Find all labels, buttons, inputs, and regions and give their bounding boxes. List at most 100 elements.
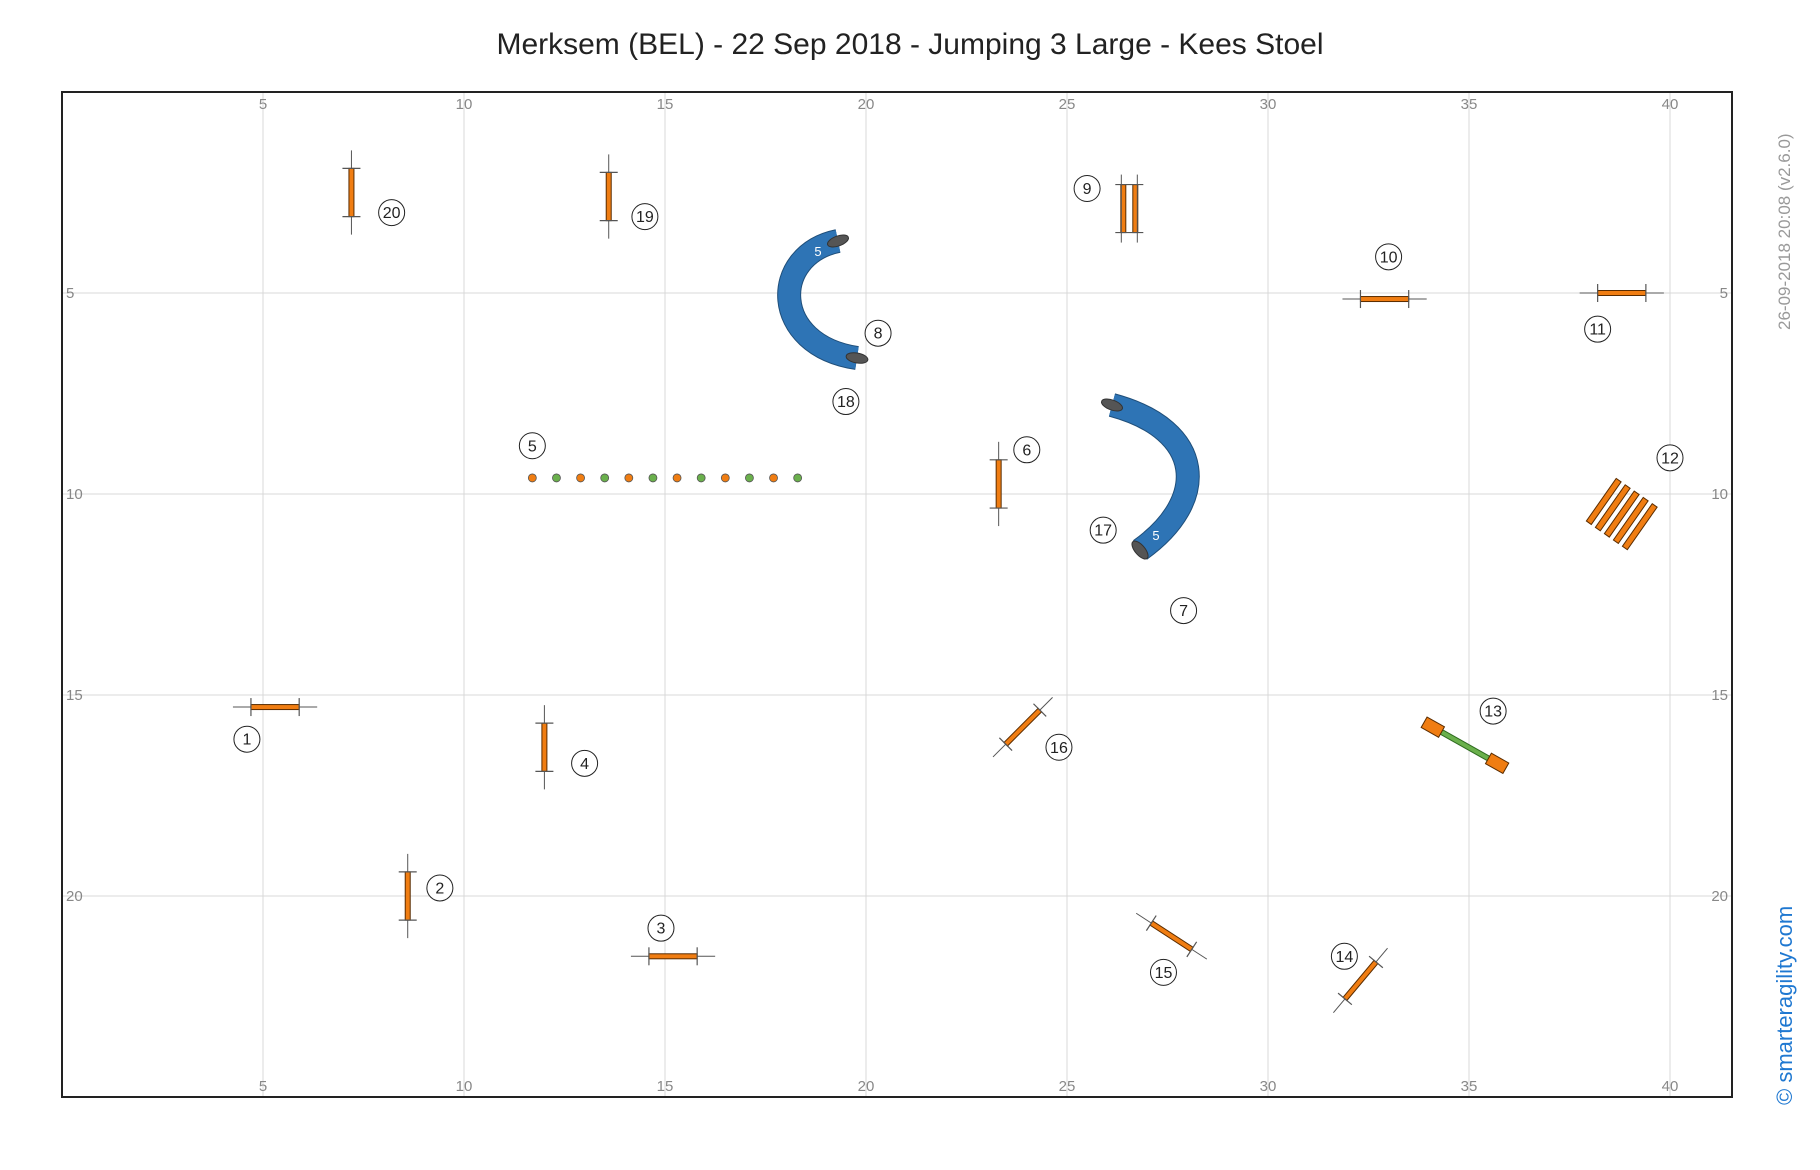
- number-text: 18: [837, 394, 855, 411]
- double-jump: [1115, 174, 1144, 243]
- weave-pole: [648, 473, 658, 483]
- jump-20: [342, 150, 361, 235]
- long-jump-board: [1603, 490, 1640, 538]
- weave-pole: [745, 473, 754, 483]
- y-tick-right: 5: [1720, 285, 1728, 302]
- number-text: 17: [1094, 523, 1112, 540]
- tunnel-number-8: 8: [864, 319, 892, 347]
- number-circle: [1089, 516, 1117, 544]
- x-tick-bottom: 15: [657, 1078, 674, 1095]
- number-text: 14: [1335, 949, 1353, 966]
- y-tick-right: 15: [1711, 687, 1728, 704]
- jump-stand: [1368, 955, 1384, 969]
- jump-15: [1135, 912, 1208, 960]
- x-tick-bottom: 35: [1461, 1078, 1478, 1095]
- jump-2: [398, 853, 417, 939]
- brand-link[interactable]: © smarteragility.com: [1772, 905, 1797, 1105]
- jump-number-15: 15: [1149, 958, 1177, 986]
- weave-pole: [527, 473, 537, 483]
- number-circle: [1479, 697, 1507, 725]
- number-circle: [631, 203, 659, 231]
- weave-pole: [672, 473, 682, 483]
- number-circle: [1330, 942, 1358, 970]
- tunnel-number-18: 18: [832, 388, 860, 416]
- tunnel-end: [1101, 398, 1123, 412]
- weave-pole: [769, 473, 778, 483]
- jump-16: [992, 697, 1053, 758]
- number-text: 20: [383, 205, 401, 222]
- jump-bar: [648, 953, 698, 960]
- number-circle: [832, 388, 860, 416]
- jump-stand: [1186, 941, 1198, 958]
- number-circle: [1656, 444, 1684, 472]
- y-tick-left: 20: [66, 888, 83, 905]
- number-circle: [647, 914, 675, 942]
- weave-pole: [720, 473, 730, 483]
- number-text: 13: [1484, 704, 1502, 721]
- y-tick-left: 5: [66, 285, 74, 302]
- x-tick-top: 5: [259, 96, 267, 113]
- jump-number-4: 4: [571, 749, 599, 777]
- y-tick-right: 20: [1711, 888, 1728, 905]
- x-tick-bottom: 40: [1662, 1078, 1679, 1095]
- number-text: 2: [435, 880, 444, 897]
- number-text: 9: [1083, 181, 1092, 198]
- number-text: 4: [580, 756, 589, 773]
- seesaw-13: [1420, 716, 1510, 775]
- tunnel-8-18: 5: [777, 229, 869, 370]
- number-text: 12: [1661, 450, 1679, 467]
- jump-bar: [605, 171, 612, 222]
- number-text: 10: [1380, 249, 1398, 266]
- jump-stand: [1145, 915, 1157, 931]
- long-jump-board: [1612, 496, 1649, 545]
- weave-number: 5: [518, 432, 546, 460]
- timestamp-caption: 26-09-2018 20:08 (v2.6.0): [1775, 133, 1794, 330]
- number-text: 3: [657, 921, 666, 938]
- long-jump-board: [1585, 477, 1622, 526]
- long-jump-board: [1621, 503, 1658, 551]
- jump-number-19: 19: [631, 203, 659, 231]
- tunnel-end: [845, 352, 869, 364]
- jump-number-10: 10: [1375, 243, 1403, 271]
- jump-bar: [541, 722, 548, 772]
- jump-number-20: 20: [378, 199, 406, 227]
- jump-bar: [348, 167, 355, 218]
- number-text: 16: [1050, 740, 1068, 757]
- jump-number-1: 1: [233, 725, 261, 753]
- seesaw-contact: [1420, 716, 1446, 738]
- number-text: 6: [1022, 442, 1031, 459]
- number-circle: [1149, 958, 1177, 986]
- number-circle: [1045, 733, 1073, 761]
- number-circle: [426, 874, 454, 902]
- number-circle: [233, 725, 261, 753]
- x-tick-top: 35: [1461, 96, 1478, 113]
- number-text: 11: [1589, 322, 1606, 339]
- jump-number-11: 11: [1584, 315, 1612, 343]
- jump-stand: [998, 737, 1013, 752]
- y-tick-left: 15: [66, 687, 83, 704]
- tunnel-end: [827, 234, 849, 248]
- x-tick-top: 15: [657, 96, 674, 113]
- weave-pole: [793, 473, 803, 483]
- course-title: Merksem (BEL) - 22 Sep 2018 - Jumping 3 …: [496, 28, 1324, 61]
- jump-bar: [1359, 296, 1410, 303]
- weave-pole: [600, 473, 610, 483]
- tunnel-number-17: 17: [1089, 516, 1117, 544]
- number-circle: [1584, 315, 1612, 343]
- jump-number-16: 16: [1045, 733, 1073, 761]
- jump-6: [989, 441, 1008, 527]
- x-tick-top: 30: [1260, 96, 1277, 113]
- number-text: 1: [242, 732, 251, 749]
- jump-3: [630, 947, 716, 966]
- jump-bar: [250, 704, 300, 711]
- weave-pole: [552, 473, 561, 483]
- number-circle: [1170, 597, 1198, 625]
- jump-19: [599, 154, 618, 239]
- number-text: 7: [1179, 603, 1188, 620]
- number-circle: [1375, 243, 1403, 271]
- jump-bar: [1149, 920, 1194, 953]
- x-tick-top: 40: [1662, 96, 1679, 113]
- x-tick-bottom: 5: [259, 1078, 267, 1095]
